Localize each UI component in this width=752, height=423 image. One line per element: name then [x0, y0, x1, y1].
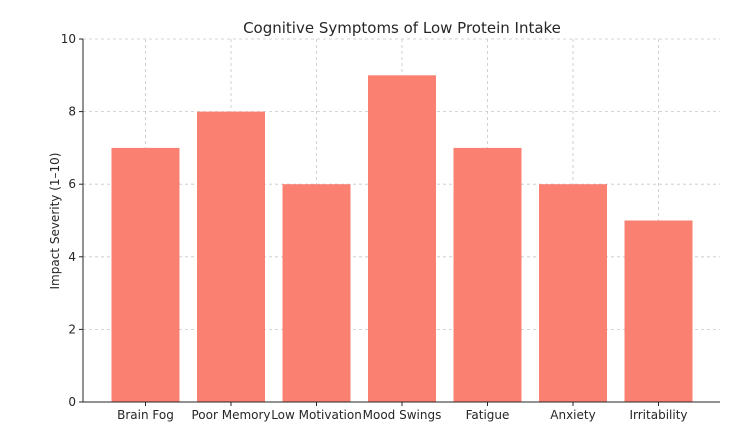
y-tick-label-5: 10 — [61, 32, 76, 46]
x-tick-label-6: Irritability — [629, 408, 687, 422]
x-tick-label-2: Low Motivation — [271, 408, 362, 422]
y-tick-label-4: 8 — [68, 105, 76, 119]
x-ticks: Brain Fog Poor Memory Low Motivation Mood S… — [117, 402, 688, 422]
bar-0 — [111, 147, 180, 402]
x-tick-label-4: Fatigue — [466, 408, 510, 422]
bar-5 — [539, 184, 607, 402]
bars-layer — [111, 75, 693, 403]
bar-2 — [282, 184, 351, 402]
bar-1 — [197, 111, 265, 402]
x-tick-label-5: Anxiety — [550, 408, 595, 422]
y-axis-label: Impact Severity (1–10) — [48, 153, 62, 290]
y-tick-label-0: 0 — [68, 395, 76, 409]
x-tick-label-0: Brain Fog — [117, 408, 174, 422]
bar-4 — [453, 147, 522, 402]
bar-6 — [624, 220, 693, 402]
chart-title: Cognitive Symptoms of Low Protein Intake — [243, 19, 561, 37]
y-tick-label-1: 2 — [68, 322, 76, 336]
y-ticks: 0 2 4 6 8 10 — [61, 32, 83, 409]
x-tick-label-3: Mood Swings — [363, 408, 442, 422]
y-tick-label-3: 6 — [68, 177, 76, 191]
x-tick-label-1: Poor Memory — [191, 408, 270, 422]
bar-3 — [368, 75, 436, 403]
y-tick-label-2: 4 — [68, 250, 76, 264]
